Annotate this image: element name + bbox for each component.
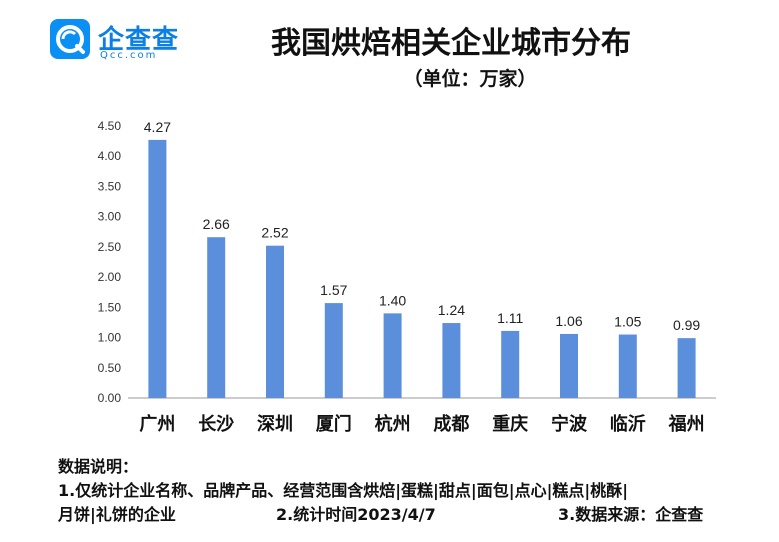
qcc-logo-icon [50,19,90,59]
bar-4 [324,303,343,398]
qcc-logo: 企查查 Qcc.com [50,19,200,63]
data-label: 1.06 [555,313,582,329]
bar-6 [442,323,461,398]
notes-line-2-scope: 月饼|礼饼的企业 [58,505,176,524]
y-tick-label: 0.50 [98,361,122,375]
notes-line-2: 月饼|礼饼的企业 2.统计时间2023/4/7 3.数据来源：企查查 [58,503,703,527]
category-label: 福州 [668,413,705,435]
y-tick-label: 3.00 [98,210,122,224]
y-tick-label: 2.00 [98,270,122,284]
logo-domain: Qcc.com [100,50,158,61]
data-label: 2.66 [203,216,230,232]
data-label: 1.11 [497,310,523,326]
notes-line-2-source: 3.数据来源：企查查 [558,505,704,524]
category-label: 广州 [139,413,175,435]
data-label: 1.40 [379,292,406,308]
y-tick-label: 4.00 [98,149,122,163]
chart-title: 我国烘焙相关企业城市分布 [271,26,631,61]
bar-9 [618,334,637,398]
bar-1 [148,139,167,398]
bar-7 [501,330,520,398]
category-label: 成都 [433,413,469,435]
y-tick-label: 0.00 [98,391,122,405]
category-label: 杭州 [375,413,411,435]
category-label: 长沙 [198,414,234,435]
bar-8 [560,333,578,398]
y-tick-label: 1.00 [98,331,122,345]
bar-5 [383,313,402,398]
data-label: 2.52 [261,225,288,241]
notes-heading: 数据说明： [58,457,139,476]
y-tick-label: 2.50 [98,240,122,254]
category-label: 深圳 [257,413,293,435]
bar-3 [266,245,284,398]
bar-10 [677,338,696,398]
data-label: 1.24 [438,302,465,318]
notes-line-1: 1.仅统计企业名称、品牌产品、经营范围含烘焙|蛋糕|甜点|面包|点心|糕点|桃酥… [58,481,629,500]
data-label: 1.57 [320,282,347,298]
category-label: 临沂 [610,413,646,435]
y-tick-label: 1.50 [98,300,122,314]
data-label: 1.05 [614,314,641,330]
data-label: 4.27 [144,119,171,135]
category-label: 宁波 [551,413,588,435]
logo-name: 企查查 [98,25,180,55]
y-tick-label: 3.50 [98,179,122,193]
notes-line-2-date: 2.统计时间2023/4/7 [276,505,436,524]
bar-2 [207,237,226,398]
y-tick-label: 4.50 [98,119,122,133]
category-label: 厦门 [316,413,352,435]
chart-unit: （单位：万家） [403,68,537,90]
data-label: 0.99 [673,317,700,333]
category-label: 重庆 [492,413,528,435]
data-notes: 数据说明： 1.仅统计企业名称、品牌产品、经营范围含烘焙|蛋糕|甜点|面包|点心… [58,455,703,527]
